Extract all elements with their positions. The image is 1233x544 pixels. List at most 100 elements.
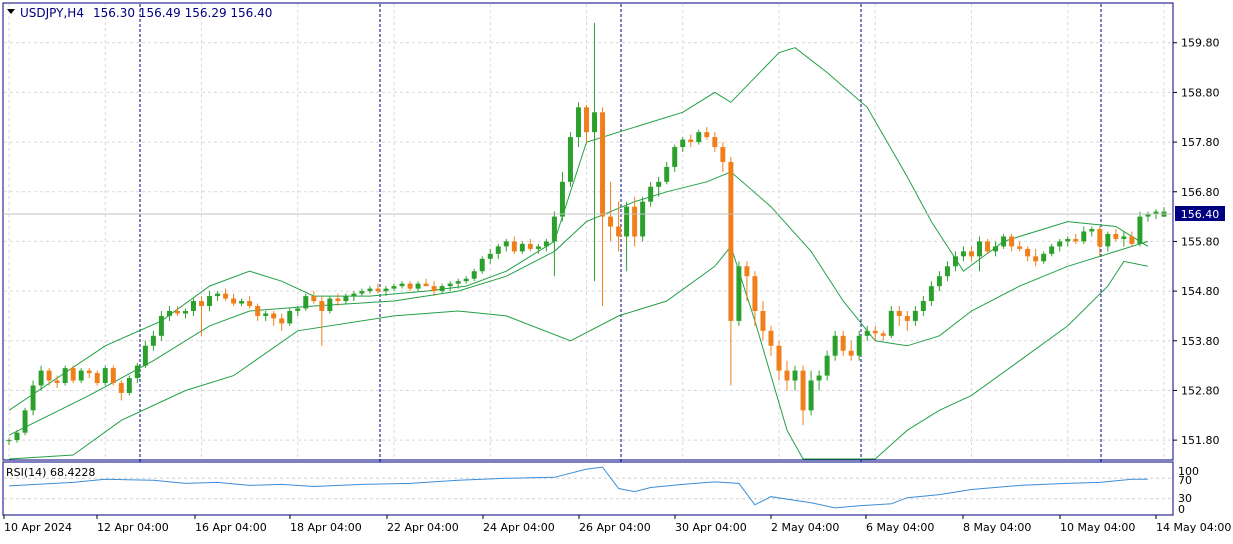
time-axis-label: 16 Apr 04:00 <box>195 521 267 534</box>
candle-bullish <box>1001 236 1007 247</box>
price-panel[interactable] <box>2 2 1174 461</box>
candle-bullish <box>351 293 357 297</box>
candle-bullish <box>1153 211 1159 215</box>
candle-bullish <box>1145 214 1151 217</box>
candle-bearish <box>375 288 381 292</box>
grid-lines <box>4 4 1172 459</box>
candle-bearish <box>86 370 92 374</box>
candle-bullish <box>6 440 12 442</box>
candle-bullish <box>856 335 862 356</box>
candle-bearish <box>985 241 991 252</box>
candle-bullish <box>519 243 525 252</box>
candle-bearish <box>70 368 76 381</box>
candle-bullish <box>62 368 68 384</box>
candle-bullish <box>463 278 469 282</box>
candle-bullish <box>166 310 172 316</box>
rsi-panel[interactable] <box>2 461 1174 516</box>
candle-bullish <box>447 283 453 287</box>
candle-bullish <box>327 298 333 311</box>
candle-bearish <box>720 147 726 162</box>
candle-bullish <box>1121 236 1127 239</box>
candle-bullish <box>928 286 934 302</box>
candle-bullish <box>672 147 678 167</box>
rsi-level-100: 100 <box>1178 465 1199 478</box>
rsi-indicator <box>4 466 1172 509</box>
candle-bearish <box>311 296 317 302</box>
time-axis-label: 2 May 04:00 <box>771 521 839 534</box>
rsi-level-30: 30 <box>1178 492 1192 505</box>
candle-bullish <box>359 291 365 294</box>
rsi-line <box>8 466 1148 509</box>
time-axis-label: 8 May 04:00 <box>963 521 1031 534</box>
candle-bearish <box>54 380 60 384</box>
candle-bearish <box>511 241 517 252</box>
candle-bearish <box>584 107 589 133</box>
candle-bullish <box>1057 241 1063 247</box>
time-axis-label: 30 Apr 04:00 <box>675 521 747 534</box>
candle-bullish <box>503 241 509 247</box>
candle-bullish <box>993 246 999 252</box>
candle-bearish <box>840 335 846 351</box>
candle-bullish <box>479 258 485 272</box>
candle-bearish <box>1097 229 1103 247</box>
candle-bearish <box>94 373 100 384</box>
candle-bearish <box>199 301 204 307</box>
candle-bullish <box>543 241 549 247</box>
candle-bullish <box>551 216 557 242</box>
candle-bullish <box>134 365 140 379</box>
candle-bullish <box>792 370 798 381</box>
candle-bearish <box>1033 256 1039 262</box>
candle-bearish <box>688 139 694 143</box>
candle-bullish <box>182 310 188 314</box>
candle-bearish <box>319 301 325 311</box>
candle-bearish <box>1009 236 1015 247</box>
candle-bullish <box>535 246 541 249</box>
candle-bearish <box>431 286 437 292</box>
candle-bullish <box>150 335 156 346</box>
rsi-label: RSI(14) 68.4228 <box>6 466 95 479</box>
triangle-down-icon[interactable] <box>7 9 15 14</box>
candle-bearish <box>752 276 758 311</box>
candle-bullish <box>126 378 132 393</box>
time-axis-label: 24 Apr 04:00 <box>483 521 555 534</box>
time-axis-label: 10 May 04:00 <box>1060 521 1135 534</box>
candle-bullish <box>567 137 573 182</box>
ohlc-values: 156.30 156.49 156.29 156.40 <box>93 6 272 20</box>
price-tick-label: 152.80 <box>1181 384 1220 397</box>
candle-bullish <box>78 370 84 381</box>
candle-bullish <box>1049 246 1055 254</box>
candle-bullish <box>944 266 950 277</box>
candle-bullish <box>864 330 870 336</box>
price-tick-label: 159.80 <box>1181 37 1220 50</box>
candle-bullish <box>471 271 477 279</box>
candle-bearish <box>423 283 429 287</box>
bollinger-upper-band <box>8 47 1149 411</box>
candle-bullish <box>888 310 894 336</box>
candle-bearish <box>760 310 766 331</box>
current-price-box <box>1175 206 1225 221</box>
candle-bearish <box>744 266 750 277</box>
price-axis: 159.80 158.80 157.80 156.80 155.80 154.80 153.… <box>1173 37 1220 447</box>
candle-bullish <box>383 288 389 292</box>
candle-bullish <box>816 375 822 381</box>
price-tick-label: 151.80 <box>1181 434 1220 447</box>
bollinger-middle-band <box>8 171 1149 436</box>
candle-bullish <box>343 296 349 302</box>
price-tick-label: 153.80 <box>1181 335 1220 348</box>
symbol-timeframe-label: USDJPY,H4 <box>20 6 84 20</box>
candle-bullish <box>263 313 269 316</box>
candle-bearish <box>46 370 52 381</box>
candle-bullish <box>824 355 830 376</box>
candle-bullish <box>832 335 838 356</box>
candle-bearish <box>1025 248 1031 257</box>
candle-bullish <box>977 241 983 257</box>
candle-bullish <box>190 301 196 311</box>
candle-bearish <box>271 313 277 319</box>
candle-bearish <box>1129 236 1135 244</box>
time-axis-label: 6 May 04:00 <box>866 521 934 534</box>
candle-bullish <box>391 286 397 289</box>
candle-bullish <box>295 308 301 311</box>
time-axis-label: 18 Apr 04:00 <box>290 521 362 534</box>
